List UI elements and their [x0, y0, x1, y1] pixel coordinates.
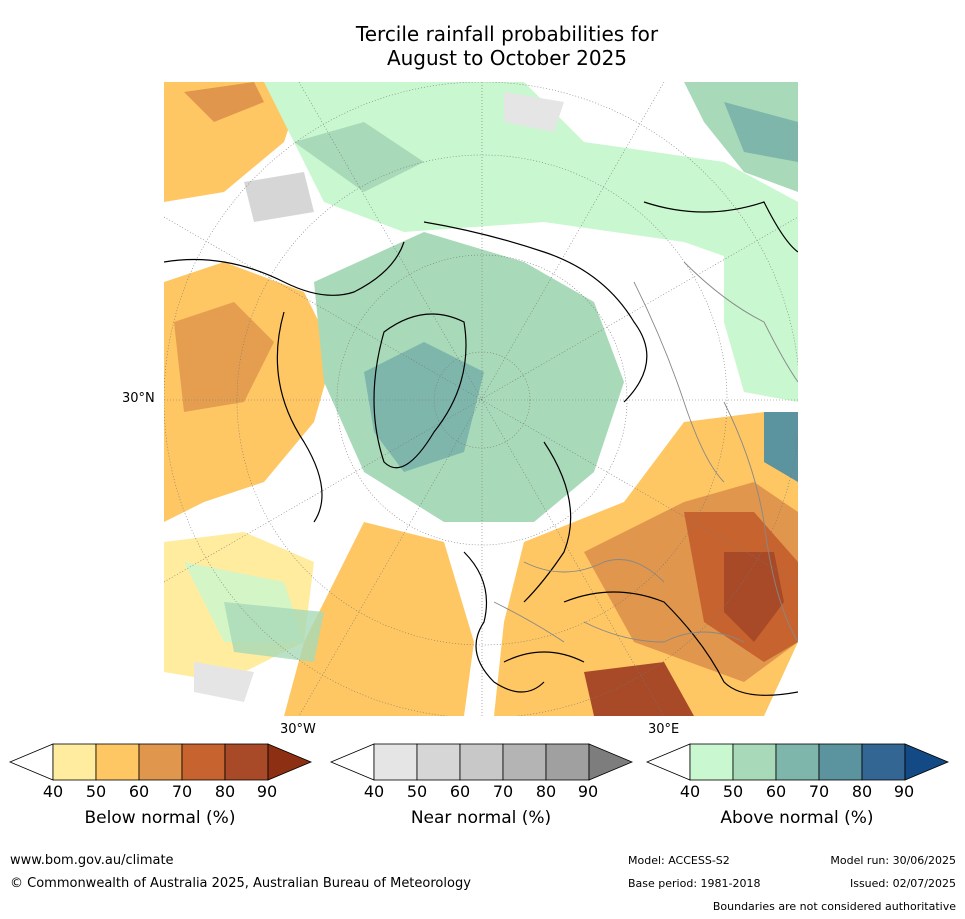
colorbar-low-end [8, 743, 54, 781]
colorbar-segment [373, 743, 418, 781]
colorbar-swatches [645, 743, 950, 781]
colorbar-tick: 40 [363, 782, 385, 801]
colorbar-title: Near normal (%) [410, 808, 552, 828]
colorbar-tick: 90 [577, 782, 599, 801]
colorbar-tick: 80 [214, 782, 236, 801]
colorbar-tick: 80 [851, 782, 873, 801]
latitude-label: 30°N [122, 391, 155, 406]
colorbar-tick: 50 [85, 782, 107, 801]
base-period-text: Base period: 1981-2018 [628, 877, 761, 890]
colorbar-tick: 70 [492, 782, 514, 801]
colorbar-title: Above normal (%) [720, 808, 874, 828]
colorbar-low-end [329, 743, 375, 781]
shade-below-pacific [164, 82, 304, 202]
longitude-label-west: 30°W [280, 722, 316, 737]
model-text: Model: ACCESS-S2 [628, 854, 730, 867]
colorbar-segment [138, 743, 183, 781]
colorbar-high-end [588, 743, 634, 781]
colorbar-tick: 50 [406, 782, 428, 801]
colorbar-segment [181, 743, 226, 781]
colorbar-segment [689, 743, 734, 781]
colorbar-segment [95, 743, 140, 781]
map-canvas [164, 82, 798, 716]
colorbar-tick: 80 [535, 782, 557, 801]
country-boundaries [493, 261, 798, 643]
colorbar-segment [775, 743, 820, 781]
issued-text: Issued: 02/07/2025 [849, 877, 956, 890]
title-line-1: Tercile rainfall probabilities for [355, 22, 659, 46]
colorbar-near-normal: 40 50 60 70 80 90 Near normal (%) [329, 743, 634, 828]
disclaimer-text: Boundaries are not considered authoritat… [712, 900, 956, 913]
colorbar-segment [52, 743, 97, 781]
colorbar-segment [416, 743, 461, 781]
colorbar-tick: 60 [128, 782, 150, 801]
colorbar-tick: 90 [256, 782, 278, 801]
colorbar-tick: 90 [893, 782, 915, 801]
colorbar-low-end [645, 743, 691, 781]
colorbar-swatches [8, 743, 313, 781]
colorbar-tick: 70 [171, 782, 193, 801]
shade-near-normal [244, 172, 314, 222]
model-run-text: Model run: 30/06/2025 [830, 854, 956, 867]
colorbar-title: Below normal (%) [84, 808, 236, 828]
colorbar-segment [545, 743, 590, 781]
colorbar-tick: 50 [722, 782, 744, 801]
colorbar-segment [459, 743, 504, 781]
colorbar-segment [502, 743, 547, 781]
colorbar-tick: 70 [808, 782, 830, 801]
colorbar-segment [861, 743, 906, 781]
longitude-label-east: 30°E [648, 722, 680, 737]
copyright-text: © Commonwealth of Australia 2025, Austra… [10, 876, 471, 891]
title-line-2: August to October 2025 [386, 46, 628, 70]
colorbar-tick: 40 [679, 782, 701, 801]
graticule [164, 82, 798, 716]
probability-shading [164, 82, 798, 716]
colorbar-segment [732, 743, 777, 781]
colorbar-tick: 40 [42, 782, 64, 801]
colorbar-segment [224, 743, 269, 781]
colorbar-high-end [904, 743, 950, 781]
colorbar-high-end [267, 743, 313, 781]
colorbar-below-normal: 40 50 60 70 80 90 Below normal (%) [8, 743, 313, 828]
colorbar-tick: 60 [765, 782, 787, 801]
probability-map [164, 82, 798, 716]
colorbar-tick: 60 [449, 782, 471, 801]
colorbar-above-normal: 40 50 60 70 80 90 Above normal (%) [645, 743, 950, 828]
colorbar-swatches [329, 743, 634, 781]
website-text: www.bom.gov.au/climate [10, 853, 174, 868]
coastlines [164, 201, 798, 696]
colorbar-segment [818, 743, 863, 781]
map-title: Tercile rainfall probabilities for Augus… [0, 22, 965, 70]
